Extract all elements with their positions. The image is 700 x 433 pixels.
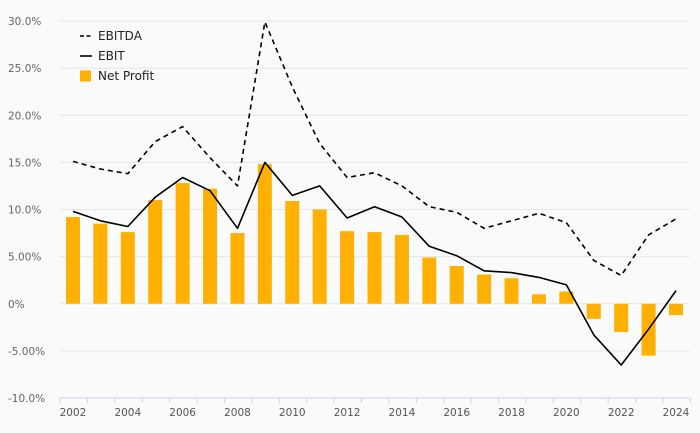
x-tick-label: 2008 (224, 407, 251, 419)
legend-label-ebit: EBIT (98, 49, 125, 63)
y-tick-label: 25.0% (8, 63, 41, 75)
y-axis-ticks: 30.0% 25.0% 20.0% 15.0% 10.0% 5.00% 0% -5.00% -1… (8, 16, 45, 405)
line-series (72, 21, 677, 366)
net-profit-bar (586, 303, 601, 319)
y-tick-label: -5.00% (8, 346, 45, 358)
y-tick-label: 5.00% (8, 252, 41, 264)
net-profit-bar (257, 164, 272, 304)
y-tick-label: 30.0% (8, 16, 41, 28)
net-profit-bar (531, 294, 546, 304)
net-profit-bar (175, 183, 190, 304)
x-tick-label: 2006 (169, 407, 196, 419)
ebitda-line (72, 21, 677, 277)
net-profit-bar (669, 303, 683, 316)
x-tick-label: 2016 (443, 407, 470, 419)
net-profit-bar (422, 257, 437, 304)
legend: EBITDA EBIT Net Profit (80, 29, 154, 83)
net-profit-bar (285, 201, 300, 304)
net-profit-bar (449, 266, 464, 304)
legend-swatch-net-profit (80, 70, 91, 82)
y-tick-label: 0% (8, 299, 25, 311)
x-tick-label: 2020 (553, 407, 580, 419)
x-axis: 2002 2004 2006 2008 2010 2012 2014 2016 2018 2020… (59, 397, 691, 419)
x-tick-label: 2004 (114, 407, 141, 419)
net-profit-bar (66, 217, 80, 304)
net-profit-bar (203, 188, 218, 304)
x-tick-label: 2012 (334, 407, 361, 419)
legend-label-net-profit: Net Profit (98, 69, 154, 83)
net-profit-bar (340, 231, 355, 304)
legend-label-ebitda: EBITDA (98, 29, 143, 43)
y-tick-label: -10.0% (8, 393, 45, 405)
net-profit-bar (367, 232, 382, 304)
y-tick-label: 20.0% (8, 110, 41, 122)
x-tick-label: 2018 (498, 407, 525, 419)
net-profit-bar (614, 303, 629, 333)
x-tick-label: 2014 (389, 407, 416, 419)
y-tick-label: 15.0% (8, 157, 41, 169)
net-profit-bar (394, 234, 409, 304)
net-profit-bar (559, 291, 574, 304)
net-profit-bar (93, 223, 108, 304)
ebit-line (72, 161, 677, 366)
net-profit-bars (66, 164, 683, 356)
x-tick-label: 2002 (60, 407, 87, 419)
x-tick-label: 2022 (608, 407, 635, 419)
net-profit-bar (230, 233, 245, 304)
x-tick-label: 2024 (663, 407, 690, 419)
y-tick-label: 10.0% (8, 205, 41, 217)
net-profit-bar (477, 274, 492, 304)
net-profit-bar (312, 209, 327, 304)
net-profit-bar (148, 200, 163, 304)
net-profit-bar (120, 232, 135, 304)
net-profit-bar (504, 278, 519, 304)
x-tick-label: 2010 (279, 407, 306, 419)
